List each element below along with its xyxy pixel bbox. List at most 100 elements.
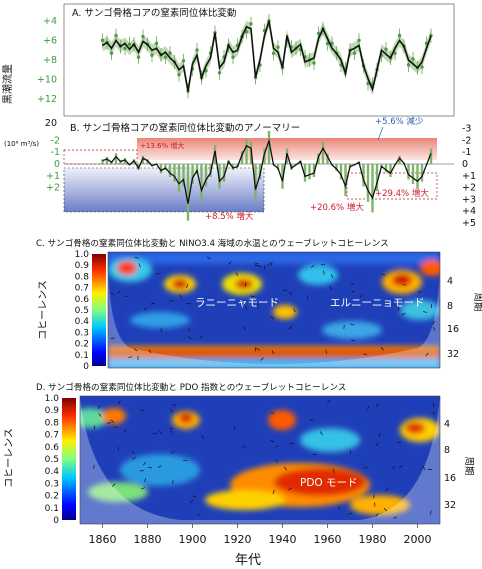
phase-arrow	[199, 335, 203, 340]
panel-b-bar	[195, 164, 199, 174]
phase-arrow	[201, 435, 204, 440]
panel-b-bar	[101, 159, 104, 164]
phase-arrow	[124, 295, 129, 298]
panel-d-colorbar-tick-2: 0.8	[45, 418, 60, 428]
panel-a-tick-0: +4	[43, 16, 57, 27]
panel-b-right-tick-2: -1	[462, 147, 471, 158]
phase-arrow	[235, 272, 239, 277]
panel-c-period-tick-3: 32	[447, 349, 459, 360]
phase-arrow	[359, 293, 363, 298]
x-axis-label: 年代	[235, 553, 261, 568]
panel-a: A. サンゴ骨格コアの窒素同位体比変動 黒潮流量 +4+6+8+10+1220 …	[1, 3, 455, 148]
x-axis: 1860 1880 1900 1920 1940 1960 1980 2000 年代	[89, 524, 432, 568]
phase-arrow	[309, 418, 314, 421]
phase-arrow	[349, 449, 352, 454]
panel-d-period-ticks: 4 8 16 32	[444, 419, 456, 511]
phase-arrow	[133, 348, 138, 352]
phase-arrow	[93, 425, 96, 430]
panel-a-point	[123, 46, 127, 51]
panel-b-bar	[326, 153, 329, 164]
phase-arrow	[392, 465, 395, 470]
annotation-3: +29.4% 増大	[375, 188, 429, 199]
panel-d-phase-arrows	[93, 399, 435, 519]
phase-arrow	[186, 284, 188, 289]
phase-arrow	[117, 446, 120, 451]
panel-a-point	[325, 41, 330, 46]
phase-arrow	[148, 349, 152, 354]
panel-b-bar	[218, 164, 221, 189]
panel-b-bar	[200, 164, 203, 202]
panel-d-colorbar-tick-6: 0.4	[45, 467, 60, 477]
phase-arrow	[196, 514, 201, 516]
phase-arrow	[288, 326, 293, 330]
annotation-2-leader	[377, 126, 384, 141]
panel-a-point	[249, 22, 253, 26]
phase-arrow	[117, 400, 121, 405]
panel-b-right-tick-4: +1	[462, 171, 476, 182]
panel-c-colorbar-tick-3: 0.7	[75, 284, 89, 294]
panel-c-colorbar-tick-9: 0.1	[75, 351, 89, 361]
panel-b-left-tick-2: 0	[54, 159, 60, 170]
panel-b-left-tick-3: +1	[46, 171, 60, 182]
phase-arrow	[113, 426, 118, 428]
panel-a-point	[177, 73, 181, 77]
panel-b-negative-fill	[64, 168, 264, 212]
panel-b-bar	[164, 164, 167, 170]
phase-arrow	[348, 512, 353, 515]
phase-arrow	[282, 289, 287, 291]
panel-b-dashed-box-3	[346, 172, 438, 200]
phase-arrow	[310, 265, 315, 268]
phase-arrow	[319, 431, 323, 435]
phase-arrow	[151, 302, 156, 305]
panel-b-title: B. サンゴ骨格コアの窒素同位体比変動のアノーマリー	[70, 122, 300, 134]
panel-b-bar	[204, 164, 208, 187]
phase-arrow	[270, 412, 275, 414]
phase-arrow	[143, 461, 146, 466]
phase-arrow	[270, 440, 275, 443]
panel-b-right-tick-0: -3	[462, 124, 471, 135]
panel-b-bar	[119, 160, 122, 164]
panel-d-title: D. サンゴ骨格の窒素同位体比変動と PDO 指数とのウェーブレットコヒーレンス	[36, 381, 346, 393]
phase-arrow	[329, 286, 332, 291]
phase-arrow	[242, 326, 246, 330]
panel-a-point	[168, 51, 172, 55]
panel-b-bar	[267, 130, 271, 164]
panel-b-bar	[362, 164, 365, 187]
panel-d-period-tick-2: 16	[444, 473, 456, 484]
phase-arrow	[179, 294, 183, 299]
phase-arrow	[432, 326, 436, 331]
phase-arrow	[170, 451, 175, 454]
phase-arrow	[256, 347, 261, 351]
panel-b-bar	[159, 164, 163, 174]
panel-a-yticks: +4 +6 +8 +10 +12 20	[37, 16, 57, 129]
panel-c-period-tick-0: 4	[447, 276, 453, 287]
panel-c-period-label: 周期	[472, 292, 482, 311]
panel-b-right-tick-5: +2	[462, 183, 476, 194]
annotation-4: +20.6% 増大	[310, 202, 364, 213]
panel-b-bar	[344, 164, 347, 196]
x-axis-tick-1: 1880	[134, 533, 162, 546]
phase-arrow	[275, 444, 279, 448]
annotation-2: +5.6% 減少	[375, 116, 424, 127]
phase-arrow	[270, 316, 275, 320]
panel-c-cone-of-influence	[108, 252, 440, 368]
phase-arrow	[134, 257, 139, 259]
panel-a-point	[357, 38, 361, 43]
panel-b-left-ticks: -2-10+1+2	[46, 135, 60, 193]
panel-c-period-tick-2: 16	[447, 324, 459, 335]
annotation-5: +8.5% 増大	[205, 211, 254, 222]
panel-a-point	[271, 51, 276, 55]
panel-b-bar	[245, 138, 248, 164]
phase-arrow	[425, 352, 429, 357]
panel-b-right-ticks: -3-2-10+1+2+3+4+5	[462, 124, 476, 229]
phase-arrow	[192, 495, 197, 497]
phase-arrow	[172, 479, 174, 484]
phase-arrow	[107, 422, 112, 424]
phase-arrow	[169, 299, 174, 302]
panel-c-colorbar-tick-6: 0.4	[75, 317, 90, 327]
phase-arrow	[254, 347, 257, 352]
panel-c-colorbar-tick-1: 0.9	[75, 261, 90, 271]
phase-arrow	[110, 419, 114, 423]
phase-arrow	[323, 270, 325, 275]
panel-a-point	[393, 51, 397, 55]
